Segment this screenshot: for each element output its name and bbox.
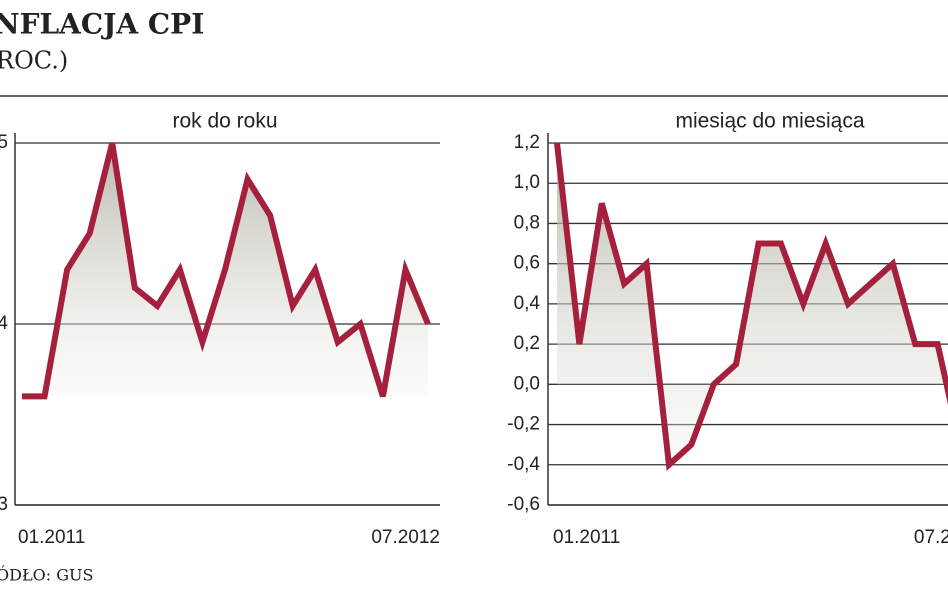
y-tick-label: 1,2 [514,132,540,153]
y-tick-label: 0,8 [514,212,540,233]
area [557,143,948,465]
panel-title: miesiąc do miesiąca [675,110,864,133]
source: ÓDŁO: GUS [0,565,93,585]
y-tick-label: 0,2 [514,333,540,354]
y-tick-label: 4 [0,313,8,334]
line [554,142,948,471]
y-tick-label: -0,4 [507,454,540,475]
panel-title: rok do roku [172,110,277,133]
y-tick-label: 3 [0,494,8,515]
y-tick-label: -0,6 [507,494,540,515]
y-tick-label: 1,0 [514,172,540,193]
x-tick-label: 01.2011 [18,527,85,548]
line [22,142,431,400]
title: NFLACJA CPI [0,8,204,41]
x-tick-label: 07.2012 [371,527,440,548]
y-tick-label: -0,2 [507,414,540,435]
y-tick-label: 0,4 [514,293,541,314]
x-tick-label: 01.2011 [553,527,620,548]
y-tick-label: 5 [0,132,8,153]
y-tick-label: 0,0 [514,373,540,394]
subtitle: ROC.) [0,47,68,75]
x-tick-label: 07.201 [914,527,948,548]
y-tick-label: 0,6 [514,253,540,274]
